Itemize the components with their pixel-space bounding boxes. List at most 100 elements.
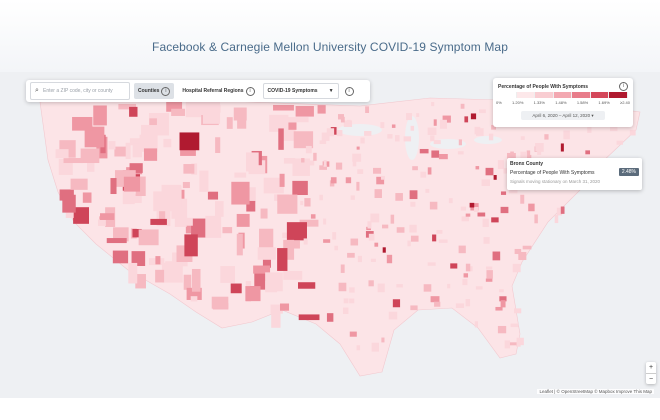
county-patch[interactable] bbox=[380, 122, 384, 128]
county-patch[interactable] bbox=[231, 284, 242, 294]
county-patch[interactable] bbox=[450, 263, 457, 268]
county-patch[interactable] bbox=[393, 299, 400, 307]
county-patch[interactable] bbox=[344, 298, 349, 303]
county-patch[interactable] bbox=[440, 120, 447, 129]
county-patch[interactable] bbox=[231, 182, 249, 205]
county-patch[interactable] bbox=[483, 237, 489, 244]
county-patch[interactable] bbox=[149, 118, 157, 125]
county-patch[interactable] bbox=[192, 269, 201, 292]
county-patch[interactable] bbox=[447, 284, 450, 288]
county-patch[interactable] bbox=[81, 149, 100, 163]
county-patch[interactable] bbox=[416, 113, 419, 117]
county-patch[interactable] bbox=[265, 272, 283, 291]
county-patch[interactable] bbox=[347, 253, 355, 258]
search-input[interactable]: ⌕ Enter a ZIP code, city or county bbox=[30, 82, 130, 100]
county-patch[interactable] bbox=[428, 167, 432, 174]
county-patch[interactable] bbox=[162, 185, 182, 192]
county-patch[interactable] bbox=[357, 169, 363, 174]
county-patch[interactable] bbox=[155, 256, 160, 264]
county-patch[interactable] bbox=[378, 284, 385, 293]
county-patch[interactable] bbox=[349, 299, 354, 304]
county-patch[interactable] bbox=[292, 181, 308, 195]
tab-hospital-referral-regions[interactable]: Hospital Referral Regions i bbox=[178, 83, 258, 99]
county-patch[interactable] bbox=[351, 239, 359, 246]
county-patch[interactable] bbox=[277, 195, 297, 214]
county-patch[interactable] bbox=[346, 177, 351, 183]
county-patch[interactable] bbox=[387, 255, 392, 263]
county-patch[interactable] bbox=[476, 166, 480, 169]
county-patch[interactable] bbox=[277, 248, 287, 271]
county-patch[interactable] bbox=[364, 131, 371, 136]
county-patch[interactable] bbox=[62, 195, 75, 213]
county-patch[interactable] bbox=[523, 246, 532, 250]
county-patch[interactable] bbox=[585, 150, 590, 154]
county-patch[interactable] bbox=[298, 282, 315, 289]
county-patch[interactable] bbox=[280, 174, 285, 187]
date-range-select[interactable]: April 6, 2020 – April 12, 2020 ▾ bbox=[521, 111, 605, 120]
county-patch[interactable] bbox=[505, 340, 510, 348]
county-patch[interactable] bbox=[409, 225, 416, 233]
county-patch[interactable] bbox=[184, 234, 197, 256]
county-patch[interactable] bbox=[227, 117, 233, 129]
county-patch[interactable] bbox=[327, 128, 334, 136]
county-patch[interactable] bbox=[382, 225, 388, 229]
county-patch[interactable] bbox=[128, 263, 137, 284]
county-patch[interactable] bbox=[431, 102, 434, 106]
county-patch[interactable] bbox=[483, 219, 489, 227]
county-patch[interactable] bbox=[431, 150, 439, 157]
county-patch[interactable] bbox=[356, 182, 359, 191]
county-patch[interactable] bbox=[374, 243, 378, 247]
zoom-in-button[interactable]: + bbox=[646, 362, 656, 374]
county-patch[interactable] bbox=[510, 152, 514, 156]
county-patch[interactable] bbox=[163, 139, 171, 147]
county-patch[interactable] bbox=[301, 158, 304, 162]
county-patch[interactable] bbox=[155, 270, 164, 283]
county-patch[interactable] bbox=[486, 270, 492, 279]
county-patch[interactable] bbox=[64, 158, 84, 163]
county-patch[interactable] bbox=[347, 120, 351, 124]
county-patch[interactable] bbox=[434, 140, 441, 144]
county-patch[interactable] bbox=[339, 283, 347, 291]
county-patch[interactable] bbox=[271, 306, 280, 327]
county-patch[interactable] bbox=[412, 166, 418, 170]
county-patch[interactable] bbox=[431, 296, 440, 302]
dataset-select[interactable]: COVID-19 Symptoms ▼ bbox=[263, 83, 339, 99]
county-patch[interactable] bbox=[475, 321, 478, 327]
county-patch[interactable] bbox=[373, 168, 381, 174]
county-patch[interactable] bbox=[215, 201, 224, 217]
county-patch[interactable] bbox=[360, 138, 364, 144]
county-patch[interactable] bbox=[449, 198, 453, 203]
county-patch[interactable] bbox=[208, 192, 218, 200]
county-patch[interactable] bbox=[630, 130, 636, 136]
county-patch[interactable] bbox=[528, 204, 534, 212]
county-patch[interactable] bbox=[357, 147, 360, 150]
county-patch[interactable] bbox=[352, 154, 361, 162]
county-patch[interactable] bbox=[306, 146, 312, 153]
county-patch[interactable] bbox=[191, 296, 198, 301]
county-patch[interactable] bbox=[513, 264, 521, 272]
county-patch[interactable] bbox=[395, 135, 400, 141]
county-patch[interactable] bbox=[107, 238, 127, 243]
county-patch[interactable] bbox=[392, 124, 396, 127]
tab-counties[interactable]: Counties i bbox=[134, 83, 174, 99]
county-patch[interactable] bbox=[395, 193, 403, 201]
county-patch[interactable] bbox=[234, 108, 247, 121]
county-patch[interactable] bbox=[458, 151, 464, 154]
county-patch[interactable] bbox=[246, 152, 259, 171]
county-patch[interactable] bbox=[499, 289, 504, 292]
county-patch[interactable] bbox=[183, 164, 194, 174]
county-patch[interactable] bbox=[486, 168, 494, 175]
county-patch[interactable] bbox=[139, 229, 159, 245]
county-patch[interactable] bbox=[283, 271, 302, 280]
county-patch[interactable] bbox=[323, 239, 330, 243]
county-patch[interactable] bbox=[410, 305, 417, 310]
county-patch[interactable] bbox=[407, 240, 410, 246]
county-patch[interactable] bbox=[371, 259, 376, 262]
county-patch[interactable] bbox=[424, 284, 432, 291]
county-patch[interactable] bbox=[324, 160, 327, 167]
county-patch[interactable] bbox=[489, 134, 493, 141]
county-patch[interactable] bbox=[341, 264, 345, 272]
map-attribution[interactable]: Leaflet | © OpenStreetMap © Mapbox Impro… bbox=[537, 389, 654, 394]
county-patch[interactable] bbox=[349, 287, 354, 292]
county-patch[interactable] bbox=[113, 251, 128, 264]
